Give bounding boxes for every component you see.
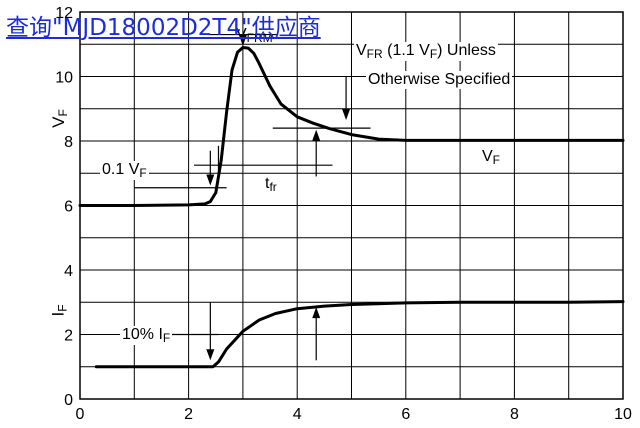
x-tick-label: 6 xyxy=(401,406,410,423)
annotation-vfr-s2: F xyxy=(429,47,438,61)
y-tick-label: 6 xyxy=(64,199,73,216)
v01-arrow-head xyxy=(206,174,215,186)
annotation-vfrm-sub: FRM xyxy=(246,31,273,45)
series-lines xyxy=(78,46,625,369)
annotation-vf-steady: VF xyxy=(480,148,503,167)
annotation-01vf: 0.1 VF xyxy=(100,161,149,180)
annotation-vf-steady-main: V xyxy=(482,148,493,165)
watermark-link[interactable]: 查询"MJD18002D2T4"供应商 xyxy=(6,15,321,41)
y-axis-label-if-sub: F xyxy=(55,304,70,312)
y-axis-label-if-main: I xyxy=(48,311,68,317)
x-tick-label: 10 xyxy=(614,406,632,423)
annotation-vfrm: VFRM xyxy=(236,26,273,45)
annotation-vfr-v1: V xyxy=(356,42,367,59)
y-tick-label: 8 xyxy=(64,134,73,151)
vfr-arrow-head xyxy=(342,109,351,121)
y-tick-label: 12 xyxy=(55,5,73,22)
y-axis-label-vf: VF xyxy=(48,107,70,130)
series-line-if xyxy=(94,300,625,369)
x-tick-label: 0 xyxy=(76,406,85,423)
y-tick-label: 10 xyxy=(55,70,73,87)
x-tick-label: 4 xyxy=(293,406,302,423)
annotation-01vf-sub: F xyxy=(139,166,147,180)
y-axis-label-vf-main: V xyxy=(48,116,68,128)
y-tick-label: 4 xyxy=(64,263,73,280)
annotation-10if-pre: 10% I xyxy=(122,326,163,343)
tick-labels: 0 2 4 6 8 10 0 2 4 6 8 10 12 xyxy=(55,5,632,423)
annotation-tfr-sub: fr xyxy=(269,180,277,194)
annotation-01vf-pre: 0.1 V xyxy=(102,161,140,178)
y-tick-label: 2 xyxy=(64,328,73,345)
annotation-10if-sub: F xyxy=(162,331,171,345)
annotation-markers xyxy=(134,33,371,361)
tfr-up-arrow-head xyxy=(312,129,321,141)
annotation-tfr: tfr xyxy=(263,175,279,194)
vfrm-arrow-head xyxy=(238,34,247,46)
if-up-arrow-head xyxy=(312,307,321,319)
annotation-vfr-end: ) Unless xyxy=(437,42,496,59)
y-axis-label-vf-sub: F xyxy=(55,109,70,117)
y-tick-label: 0 xyxy=(64,392,73,409)
annotation-vfr-mid: (1.1 V xyxy=(382,42,430,59)
annotation-vfr-s1: FR xyxy=(366,47,383,61)
series-line-vf xyxy=(78,46,625,207)
if10-arrow-head xyxy=(206,349,215,361)
annotation-10if: 10% IF xyxy=(120,326,173,345)
annotation-vfrm-main: V xyxy=(236,26,247,43)
x-tick-label: 8 xyxy=(510,406,519,423)
annotation-vf-steady-sub: F xyxy=(492,153,501,167)
plot-frame xyxy=(79,11,624,400)
annotation-vfr-line1: VFR (1.1 VF) Unless xyxy=(354,42,498,61)
annotation-vfr-line2: Otherwise Specified xyxy=(366,71,513,89)
x-tick-label: 2 xyxy=(184,406,193,423)
y-axis-label-if: IF xyxy=(48,302,70,319)
annotation-tfr-main: t xyxy=(265,175,270,192)
